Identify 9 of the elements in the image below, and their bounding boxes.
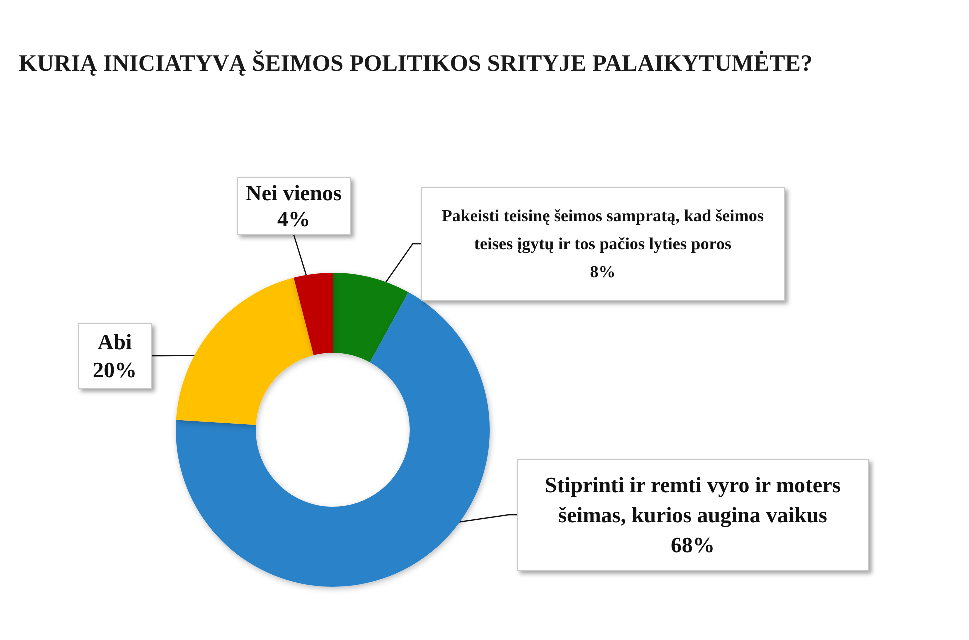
data-label: 4% bbox=[278, 206, 310, 232]
slice-label: Stiprinti ir remti vyro ir moters šeimas, kurios augina vaikus bbox=[545, 472, 842, 528]
data-label: 20% bbox=[93, 358, 137, 382]
slice-label: Nei vienos bbox=[246, 180, 342, 206]
data-label: 8% bbox=[590, 262, 616, 282]
chart-title: KURIĄ INICIATYVĄ ŠEIMOS POLITIKOS SRITYJE PALAIKYTUMĖTE? bbox=[19, 50, 813, 77]
slice-label: Pakeisti teisinę šeimos sampratą, kad šeimos teises įgytų ir tos pačios lyties poros bbox=[442, 206, 764, 254]
slice-label: Abi bbox=[98, 330, 132, 354]
data-label: 68% bbox=[671, 532, 715, 558]
